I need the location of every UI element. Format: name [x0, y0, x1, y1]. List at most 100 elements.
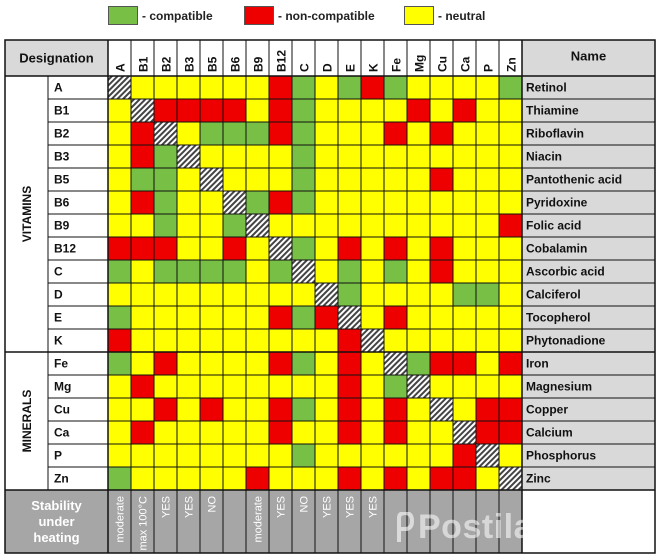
matrix-cell-b9-b12	[268, 213, 293, 238]
matrix-cell-b3-b5	[199, 144, 224, 169]
matrix-cell-zn-p	[475, 466, 500, 491]
matrix-cell-b12-a	[107, 236, 132, 261]
matrix-cell-fe-p	[475, 351, 500, 376]
matrix-cell-fe-b5	[199, 351, 224, 376]
matrix-cell-b5-e	[337, 167, 362, 192]
matrix-cell-d-a	[107, 282, 132, 307]
column-header-ca: Ca	[459, 56, 473, 72]
matrix-cell-b1-b5	[199, 98, 224, 123]
matrix-cell-c-cu	[429, 259, 454, 284]
matrix-cell-b6-mg	[406, 190, 431, 215]
matrix-cell-e-d	[314, 305, 339, 330]
matrix-cell-k-c	[291, 328, 316, 353]
matrix-cell-b1-cu	[429, 98, 454, 123]
matrix-cell-zn-a	[107, 466, 132, 491]
row-name-e: Tocopherol	[526, 311, 590, 325]
matrix-cell-ca-fe	[383, 420, 408, 445]
matrix-cell-e-b9	[245, 305, 270, 330]
matrix-cell-p-p	[475, 443, 500, 468]
matrix-cell-fe-d	[314, 351, 339, 376]
row-code-k: K	[54, 334, 63, 348]
matrix-cell-zn-mg	[406, 466, 431, 491]
matrix-cell-a-e	[337, 75, 362, 100]
legend-label-compatible: - compatible	[142, 8, 213, 23]
matrix-cell-b12-d	[314, 236, 339, 261]
row-code-b1: B1	[54, 104, 70, 118]
legend-compatible: - compatible	[108, 6, 213, 25]
stability-d: YES	[322, 496, 334, 518]
matrix-cell-mg-fe	[383, 374, 408, 399]
matrix-cell-b1-k	[360, 98, 385, 123]
matrix-cell-b2-b3	[176, 121, 201, 146]
matrix-cell-b9-e	[337, 213, 362, 238]
row-name-b3: Niacin	[526, 150, 562, 164]
matrix-cell-fe-b6	[222, 351, 247, 376]
matrix-cell-b3-b3	[176, 144, 201, 169]
matrix-cell-fe-b12	[268, 351, 293, 376]
matrix-cell-b12-ca	[452, 236, 477, 261]
matrix-cell-p-d	[314, 443, 339, 468]
matrix-cell-mg-zn	[498, 374, 523, 399]
column-header-fe: Fe	[390, 58, 404, 72]
matrix-cell-b1-fe	[383, 98, 408, 123]
matrix-cell-b1-e	[337, 98, 362, 123]
matrix-cell-cu-d	[314, 397, 339, 422]
matrix-cell-cu-b12	[268, 397, 293, 422]
matrix-cell-b3-k	[360, 144, 385, 169]
matrix-cell-b2-b2	[153, 121, 178, 146]
matrix-cell-b9-c	[291, 213, 316, 238]
legend: - compatible - non-compatible - neutral	[0, 6, 660, 30]
matrix-cell-cu-fe	[383, 397, 408, 422]
matrix-cell-cu-c	[291, 397, 316, 422]
matrix-cell-e-e	[337, 305, 362, 330]
matrix-cell-c-e	[337, 259, 362, 284]
matrix-cell-b1-b3	[176, 98, 201, 123]
matrix-cell-b12-k	[360, 236, 385, 261]
stability-k: YES	[368, 496, 380, 518]
row-name-b12: Cobalamin	[526, 242, 587, 256]
matrix-cell-b12-b5	[199, 236, 224, 261]
matrix-cell-b12-b3	[176, 236, 201, 261]
row-name-mg: Magnesium	[526, 380, 592, 394]
matrix-cell-mg-p	[475, 374, 500, 399]
matrix-cell-b6-zn	[498, 190, 523, 215]
matrix-cell-d-p	[475, 282, 500, 307]
matrix-cell-b6-a	[107, 190, 132, 215]
matrix-cell-b12-cu	[429, 236, 454, 261]
matrix-cell-ca-c	[291, 420, 316, 445]
matrix-cell-b12-b6	[222, 236, 247, 261]
matrix-cell-zn-d	[314, 466, 339, 491]
matrix-cell-b1-b6	[222, 98, 247, 123]
matrix-cell-b2-p	[475, 121, 500, 146]
matrix-cell-ca-b1	[130, 420, 155, 445]
matrix-cell-a-d	[314, 75, 339, 100]
matrix-cell-b3-b9	[245, 144, 270, 169]
column-header-b5: B5	[206, 56, 220, 72]
row-code-zn: Zn	[54, 472, 69, 486]
matrix-cell-c-b2	[153, 259, 178, 284]
matrix-cell-e-b2	[153, 305, 178, 330]
matrix-cell-b2-cu	[429, 121, 454, 146]
row-name-b5: Pantothenic acid	[526, 173, 622, 187]
row-name-b9: Folic acid	[526, 219, 581, 233]
matrix-cell-e-zn	[498, 305, 523, 330]
matrix-cell-ca-b9	[245, 420, 270, 445]
stability-e: YES	[345, 496, 357, 518]
matrix-cell-mg-b6	[222, 374, 247, 399]
matrix-cell-b6-b1	[130, 190, 155, 215]
matrix-cell-fe-cu	[429, 351, 454, 376]
matrix-cell-a-cu	[429, 75, 454, 100]
matrix-cell-b5-mg	[406, 167, 431, 192]
matrix-cell-b12-b12	[268, 236, 293, 261]
matrix-cell-b1-b2	[153, 98, 178, 123]
matrix-cell-b2-c	[291, 121, 316, 146]
row-code-p: P	[54, 449, 62, 463]
swatch-non-compatible	[244, 6, 274, 25]
matrix-cell-b1-zn	[498, 98, 523, 123]
matrix-cell-e-b6	[222, 305, 247, 330]
row-code-b3: B3	[54, 150, 70, 164]
matrix-cell-e-b5	[199, 305, 224, 330]
legend-label-non-compatible: - non-compatible	[278, 8, 375, 23]
matrix-cell-zn-c	[291, 466, 316, 491]
matrix-cell-b2-b1	[130, 121, 155, 146]
